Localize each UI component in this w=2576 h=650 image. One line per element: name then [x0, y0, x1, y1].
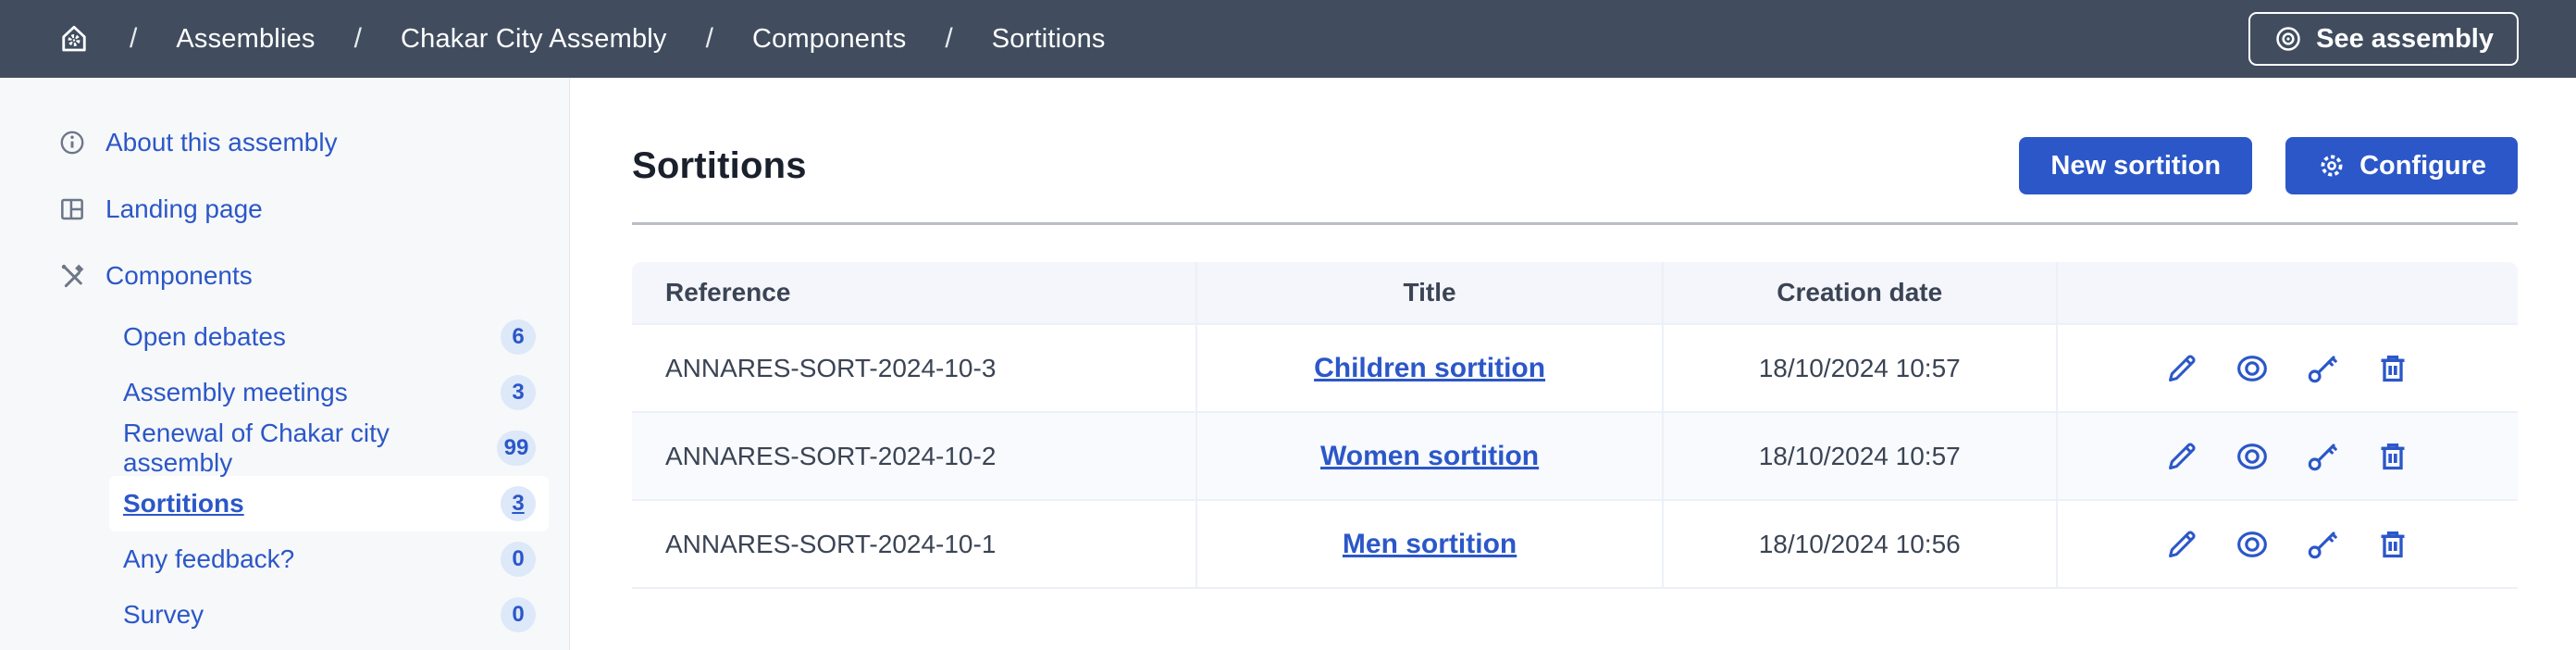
edit-icon[interactable]: [2163, 526, 2200, 563]
sidebar-item-label: Landing page: [105, 194, 263, 223]
reference-cell: ANNARES-SORT-2024-10-2: [632, 413, 1198, 501]
sidebar-item-components[interactable]: Components: [0, 243, 569, 309]
main-content: Sortitions New sortition Configure: [570, 78, 2576, 650]
creation-date-cell: 18/10/2024 10:57: [1663, 413, 2058, 501]
breadcrumb-separator: /: [353, 23, 362, 54]
breadcrumb-components[interactable]: Components: [751, 23, 907, 54]
preview-eye-icon[interactable]: [2234, 438, 2271, 475]
breadcrumb-assemblies[interactable]: Assemblies: [176, 23, 316, 54]
row-actions: [2058, 350, 2518, 387]
reference-cell: ANNARES-SORT-2024-10-1: [632, 501, 1198, 589]
sortitions-table: Reference Title Creation date ANNARES-SO…: [632, 262, 2518, 589]
edit-icon[interactable]: [2163, 438, 2200, 475]
see-assembly-button[interactable]: See assembly: [2248, 12, 2519, 66]
count-badge: 0: [501, 597, 536, 632]
sidebar-item-label: Components: [105, 261, 253, 290]
creation-date-cell: 18/10/2024 10:57: [1663, 325, 2058, 413]
creation-date-cell: 18/10/2024 10:56: [1663, 501, 2058, 589]
see-assembly-label: See assembly: [2316, 23, 2494, 54]
sidebar-item-label: Sortitions: [123, 489, 244, 518]
new-sortition-label: New sortition: [2050, 150, 2222, 181]
breadcrumb-separator: /: [705, 23, 713, 54]
breadcrumb: / Assemblies / Chakar City Assembly / Co…: [57, 22, 1106, 56]
sidebar-item-label: Any feedback?: [123, 544, 295, 573]
key-permissions-icon[interactable]: [2304, 438, 2341, 475]
sidebar-item-renewal-of-chakar-city-assembly[interactable]: Renewal of Chakar city assembly 99: [109, 419, 549, 477]
trash-icon[interactable]: [2374, 350, 2411, 387]
sidebar-item-label: About this assembly: [105, 128, 338, 156]
table-row: ANNARES-SORT-2024-10-1 Men sortition 18/…: [632, 501, 2518, 589]
sidebar-item-survey[interactable]: Survey 0: [109, 587, 549, 643]
breadcrumb-sortitions[interactable]: Sortitions: [991, 23, 1106, 54]
row-actions: [2058, 526, 2518, 563]
eye-icon: [2273, 24, 2303, 54]
sidebar: About this assembly Landing page: [0, 78, 570, 650]
layout-icon: [57, 194, 87, 224]
sortition-title-link[interactable]: Children sortition: [1314, 352, 1546, 383]
tools-icon: [57, 261, 87, 291]
table-row: ANNARES-SORT-2024-10-2 Women sortition 1…: [632, 413, 2518, 501]
preview-eye-icon[interactable]: [2234, 350, 2271, 387]
home-icon[interactable]: [57, 22, 91, 56]
count-badge: 6: [501, 319, 536, 355]
breadcrumb-chakar-city-assembly[interactable]: Chakar City Assembly: [400, 23, 667, 54]
sidebar-item-label: Open debates: [123, 322, 286, 351]
sidebar-item-assembly-meetings[interactable]: Assembly meetings 3: [109, 365, 549, 420]
sidebar-item-label: Renewal of Chakar city assembly: [123, 419, 390, 477]
column-header-actions: [2057, 262, 2518, 325]
trash-icon[interactable]: [2374, 438, 2411, 475]
table-row: ANNARES-SORT-2024-10-3 Children sortitio…: [632, 325, 2518, 413]
configure-button[interactable]: Configure: [2285, 137, 2518, 194]
topbar: / Assemblies / Chakar City Assembly / Co…: [0, 0, 2576, 78]
sidebar-item-open-debates[interactable]: Open debates 6: [109, 309, 549, 365]
gear-icon: [2317, 151, 2347, 181]
sidebar-item-any-feedback[interactable]: Any feedback? 0: [109, 531, 549, 587]
sortition-title-link[interactable]: Men sortition: [1342, 528, 1517, 559]
sidebar-item-label: Survey: [123, 600, 204, 629]
breadcrumb-separator: /: [130, 23, 138, 54]
key-permissions-icon[interactable]: [2304, 350, 2341, 387]
configure-label: Configure: [2359, 150, 2486, 181]
sidebar-item-label: Assembly meetings: [123, 378, 348, 406]
count-badge: 3: [501, 375, 536, 410]
row-actions: [2058, 438, 2518, 475]
preview-eye-icon[interactable]: [2234, 526, 2271, 563]
reference-cell: ANNARES-SORT-2024-10-3: [632, 325, 1198, 413]
table-header-row: Reference Title Creation date: [632, 262, 2518, 325]
column-header-reference: Reference: [632, 262, 1198, 325]
key-permissions-icon[interactable]: [2304, 526, 2341, 563]
sidebar-item-landing-page[interactable]: Landing page: [0, 176, 569, 243]
count-badge: 0: [501, 542, 536, 577]
count-badge: 99: [496, 431, 536, 466]
count-badge: 3: [501, 486, 536, 521]
column-header-creation-date: Creation date: [1663, 262, 2058, 325]
breadcrumb-separator: /: [945, 23, 953, 54]
column-header-title: Title: [1197, 262, 1664, 325]
new-sortition-button[interactable]: New sortition: [2019, 137, 2253, 194]
trash-icon[interactable]: [2374, 526, 2411, 563]
divider: [632, 222, 2518, 225]
info-icon: [57, 128, 87, 157]
sortition-title-link[interactable]: Women sortition: [1320, 440, 1540, 471]
sidebar-item-sortitions[interactable]: Sortitions 3: [109, 476, 549, 531]
sidebar-item-about-this-assembly[interactable]: About this assembly: [0, 109, 569, 176]
page-title: Sortitions: [632, 144, 807, 186]
edit-icon[interactable]: [2163, 350, 2200, 387]
